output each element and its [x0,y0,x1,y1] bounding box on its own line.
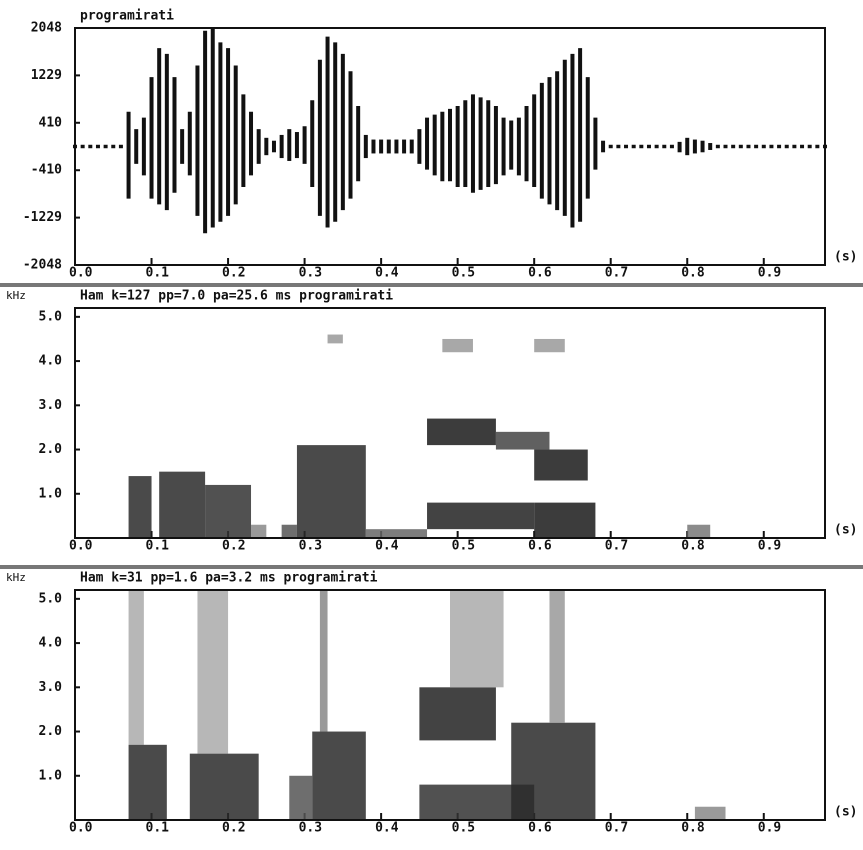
y-tick-label: 2.0 [39,724,63,739]
chart-title: programirati [80,9,174,24]
x-tick-label: 0.0 [69,539,93,554]
plot-frame [74,307,826,539]
x-tick-label: 0.5 [452,539,475,554]
y-tick-label: 5.0 [39,309,63,324]
spectral-region [128,590,144,745]
spectral-region [534,502,596,538]
spectral-region [495,431,550,450]
y-tick-label: 2.0 [39,442,63,457]
y-tick-label: 1229 [31,68,62,83]
x-axis-label: (s) [834,250,857,265]
x-tick-label: 0.2 [222,821,245,836]
y-tick-label: -2048 [23,258,62,273]
chart-title: Ham k=31 pp=1.6 pa=3.2 ms programirati [80,571,378,586]
y-tick-label: 4.0 [39,354,63,369]
separator [0,565,863,569]
spectral-region [534,338,565,353]
chart-title: Ham k=127 pp=7.0 pa=25.6 ms programirati [80,289,393,304]
x-tick-label: 0.9 [758,266,781,281]
spectral-region [450,590,504,688]
spectral-region [427,418,496,446]
x-tick-label: 0.8 [681,539,705,554]
y-tick-label: 1.0 [39,768,63,783]
x-tick-label: 0.5 [452,266,475,281]
y-tick-label: 2048 [31,21,62,36]
x-tick-label: 0.1 [146,539,170,554]
x-tick-label: 0.8 [681,821,705,836]
x-tick-label: 0.0 [69,821,93,836]
x-tick-label: 0.4 [375,266,399,281]
spectral-region [128,476,152,538]
spectral-region [312,731,366,820]
y-tick-label: 3.0 [39,398,63,413]
x-tick-label: 0.7 [605,821,628,836]
spectral-region [427,502,535,530]
x-axis-label: (s) [834,523,857,538]
y-axis-label: kHz [6,289,26,302]
spectral-region [687,524,711,538]
x-tick-label: 0.2 [222,266,245,281]
x-tick-label: 0.4 [375,539,399,554]
spectral-region [365,529,428,538]
x-tick-label: 0.6 [528,266,552,281]
spectral-region [289,775,313,820]
spectral-region [319,590,328,732]
y-tick-label: 410 [39,115,63,130]
spectral-region [128,744,167,820]
x-tick-label: 0.9 [758,821,781,836]
y-tick-label: -1229 [23,210,62,225]
spectral-region [511,722,596,820]
spectral-region [694,806,726,820]
y-tick-label: 5.0 [39,591,63,606]
x-tick-label: 0.6 [528,539,552,554]
y-tick-label: -410 [31,163,62,178]
x-tick-label: 0.3 [299,539,322,554]
x-tick-label: 0.1 [146,266,170,281]
x-tick-label: 0.7 [605,539,628,554]
x-axis-label: (s) [834,805,857,820]
plot-frame [74,27,826,266]
spectral-region [534,449,588,481]
spectral-region [327,334,343,344]
separator [0,283,863,287]
spectral-region [197,590,229,754]
x-tick-label: 0.9 [758,539,781,554]
spectral-region [296,445,366,538]
y-tick-label: 4.0 [39,636,63,651]
spectral-region [549,590,565,723]
plot-frame [74,589,826,821]
spectral-region [419,687,496,741]
x-tick-label: 0.8 [681,266,705,281]
x-tick-label: 0.1 [146,821,170,836]
x-tick-label: 0.3 [299,266,322,281]
spectral-region [281,524,297,538]
x-tick-label: 0.3 [299,821,322,836]
spectral-region [251,524,267,538]
spectral-region [205,484,252,538]
y-tick-label: 1.0 [39,486,63,501]
x-tick-label: 0.2 [222,539,245,554]
x-tick-label: 0.6 [528,821,552,836]
spectral-region [189,753,259,820]
x-tick-label: 0.0 [69,266,93,281]
x-tick-label: 0.7 [605,266,628,281]
x-tick-label: 0.4 [375,821,399,836]
y-axis-label: kHz [6,571,26,584]
x-tick-label: 0.5 [452,821,475,836]
spectral-region [442,338,473,353]
spectral-region [159,471,206,538]
y-tick-label: 3.0 [39,680,63,695]
